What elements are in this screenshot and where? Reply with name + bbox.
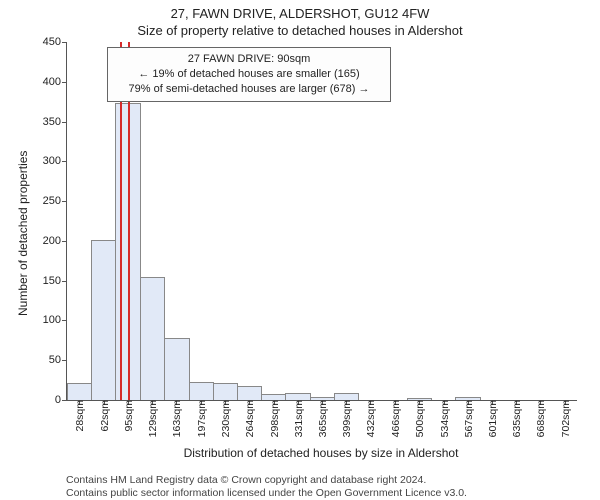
x-tick-label: 28sqm bbox=[72, 400, 86, 432]
x-tick-label: 635sqm bbox=[509, 400, 523, 437]
x-tick-label: 466sqm bbox=[388, 400, 402, 437]
y-tick-label: 200 bbox=[43, 235, 67, 247]
histogram-bar bbox=[91, 240, 116, 400]
annotation-line2: ← 19% of detached houses are smaller (16… bbox=[116, 67, 382, 82]
annotation-line3: 79% of semi-detached houses are larger (… bbox=[116, 82, 382, 97]
annotation-box: 27 FAWN DRIVE: 90sqm ← 19% of detached h… bbox=[107, 47, 391, 102]
y-tick-label: 50 bbox=[49, 354, 67, 366]
histogram-bar bbox=[189, 382, 214, 401]
annotation-line1: 27 FAWN DRIVE: 90sqm bbox=[116, 52, 382, 67]
x-tick-label: 62sqm bbox=[97, 400, 111, 432]
y-tick-label: 450 bbox=[43, 36, 67, 48]
histogram-bar bbox=[164, 338, 189, 400]
x-tick-label: 298sqm bbox=[267, 400, 281, 437]
x-tick-label: 163sqm bbox=[169, 400, 183, 437]
x-tick-label: 534sqm bbox=[437, 400, 451, 437]
page-subtitle: Size of property relative to detached ho… bbox=[0, 21, 600, 38]
histogram-bar bbox=[140, 277, 165, 400]
x-tick-label: 95sqm bbox=[121, 400, 135, 432]
y-tick-label: 400 bbox=[43, 76, 67, 88]
y-tick-label: 350 bbox=[43, 116, 67, 128]
histogram-bar bbox=[67, 383, 92, 400]
y-tick-label: 250 bbox=[43, 195, 67, 207]
page-title: 27, FAWN DRIVE, ALDERSHOT, GU12 4FW bbox=[0, 0, 600, 21]
histogram-bar bbox=[237, 386, 262, 400]
footer-line2: Contains public sector information licen… bbox=[66, 487, 467, 499]
y-tick-label: 300 bbox=[43, 155, 67, 167]
x-axis-label: Distribution of detached houses by size … bbox=[66, 446, 576, 460]
x-tick-label: 129sqm bbox=[145, 400, 159, 437]
x-tick-label: 702sqm bbox=[558, 400, 572, 437]
y-tick-label: 0 bbox=[55, 394, 67, 406]
y-tick-label: 150 bbox=[43, 275, 67, 287]
x-tick-label: 365sqm bbox=[315, 400, 329, 437]
x-tick-label: 432sqm bbox=[363, 400, 377, 437]
x-tick-label: 500sqm bbox=[412, 400, 426, 437]
footer-line1: Contains HM Land Registry data © Crown c… bbox=[66, 474, 426, 486]
x-tick-label: 197sqm bbox=[194, 400, 208, 437]
y-tick-label: 100 bbox=[43, 314, 67, 326]
x-tick-label: 264sqm bbox=[242, 400, 256, 437]
x-tick-label: 668sqm bbox=[533, 400, 547, 437]
x-tick-label: 399sqm bbox=[339, 400, 353, 437]
y-axis-label: Number of detached properties bbox=[16, 151, 30, 316]
x-tick-label: 230sqm bbox=[218, 400, 232, 437]
x-tick-label: 567sqm bbox=[461, 400, 475, 437]
x-tick-label: 331sqm bbox=[291, 400, 305, 437]
histogram-bar bbox=[213, 383, 238, 400]
x-tick-label: 601sqm bbox=[485, 400, 499, 437]
